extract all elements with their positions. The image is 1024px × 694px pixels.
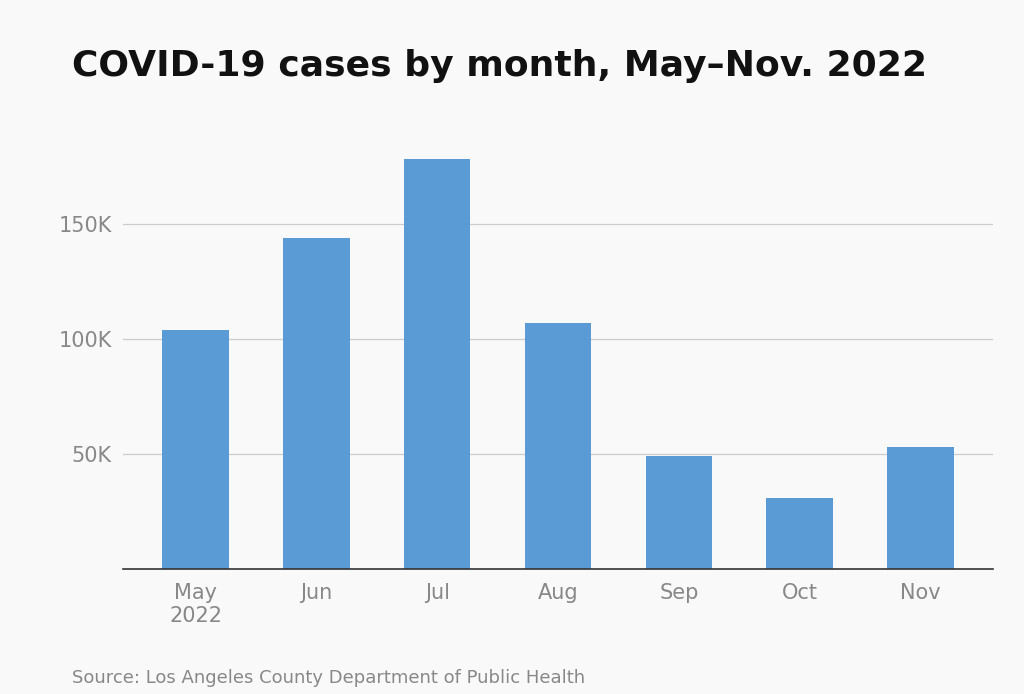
Bar (284, 237, 349, 569)
Bar (646, 457, 712, 569)
Bar (525, 323, 591, 569)
Bar (163, 330, 229, 569)
Text: COVID-19 cases by month, May–Nov. 2022: COVID-19 cases by month, May–Nov. 2022 (72, 49, 927, 83)
Bar (887, 447, 953, 569)
Bar (767, 498, 833, 569)
Bar (404, 160, 470, 569)
Text: Source: Los Angeles County Department of Public Health: Source: Los Angeles County Department of… (72, 669, 585, 687)
